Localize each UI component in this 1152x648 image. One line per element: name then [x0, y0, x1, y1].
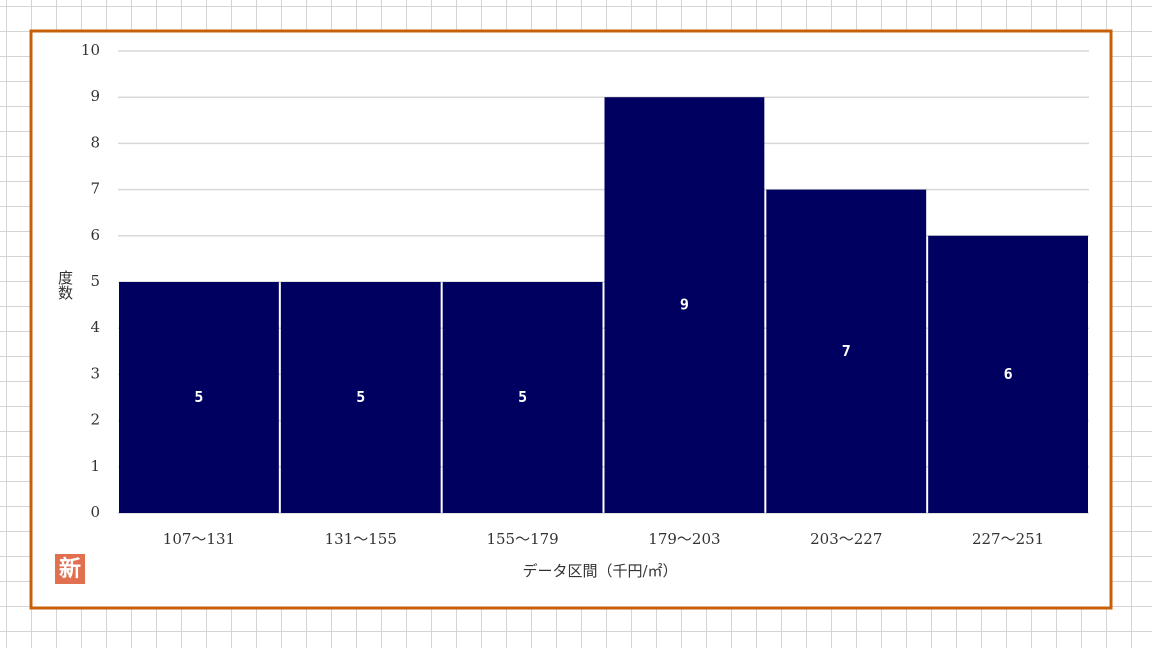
y-tick-label: 3: [90, 364, 100, 382]
y-tick-label: 0: [90, 503, 100, 521]
y-tick-label: 5: [90, 272, 100, 290]
x-tick-label: 203～227: [810, 530, 882, 548]
x-tick-label: 155～179: [486, 530, 558, 548]
bar: [928, 235, 1088, 514]
value-label: 7: [842, 342, 851, 360]
y-tick-label: 10: [81, 41, 100, 59]
y-tick-label: 4: [90, 318, 100, 336]
bar: [604, 97, 765, 513]
value-label: 5: [518, 388, 527, 406]
x-tick-label: 107～131: [163, 530, 235, 548]
y-tick-label: 8: [90, 133, 100, 151]
y-tick-label: 1: [90, 457, 100, 475]
x-tick-label: 179～203: [648, 530, 720, 548]
badge: 新: [59, 556, 81, 582]
y-axis-label: 度数: [56, 270, 74, 300]
bar: [766, 189, 927, 513]
x-tick-label: 227～251: [972, 530, 1044, 548]
value-label: 5: [356, 388, 365, 406]
bar: [119, 282, 279, 513]
badge-box: [55, 554, 85, 584]
x-tick-label: 131～155: [325, 530, 397, 548]
y-tick-label: 7: [90, 180, 100, 198]
bar: [280, 282, 441, 513]
value-label: 9: [680, 296, 689, 314]
value-label: 5: [194, 388, 203, 406]
y-tick-label: 9: [90, 87, 100, 105]
y-tick-label: 6: [90, 226, 100, 244]
y-tick-label: 2: [90, 411, 100, 429]
bar: [442, 282, 603, 513]
value-label: 6: [1004, 365, 1013, 383]
x-axis-label: データ区間（千円/㎡）: [522, 562, 677, 580]
